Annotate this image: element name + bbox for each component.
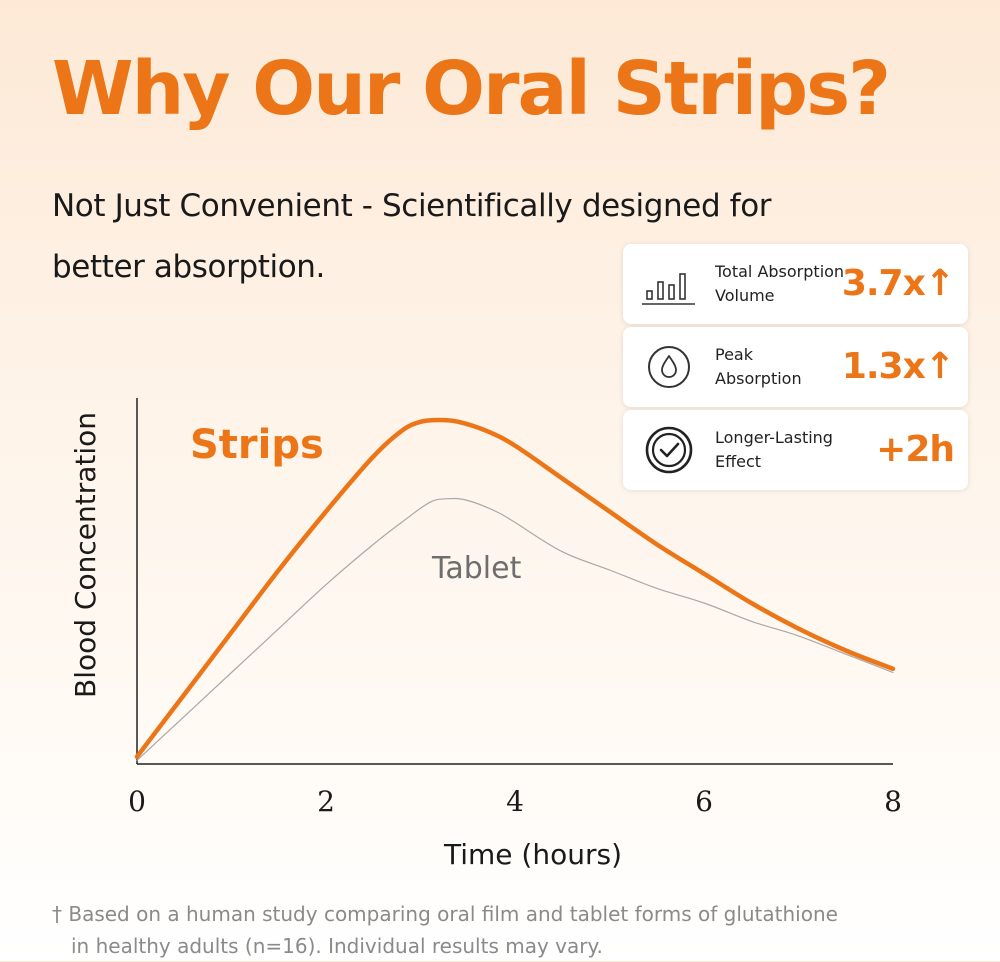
stat-label: Longer-Lasting Effect xyxy=(715,426,855,474)
bar-chart-icon xyxy=(642,273,695,305)
stat-card-longer-lasting: Longer-Lasting Effect +2h xyxy=(623,410,968,490)
footnote: † Based on a human study comparing oral … xyxy=(52,898,952,962)
stat-label-line-1: Peak xyxy=(715,345,753,364)
footnote-line-1: † Based on a human study comparing oral … xyxy=(52,902,838,926)
stat-label: Total Absorption Volume xyxy=(715,260,855,308)
chart-axes xyxy=(136,398,893,765)
series-label-strips: Strips xyxy=(190,422,324,468)
x-tick-label: 4 xyxy=(506,785,524,818)
water-drop-icon xyxy=(648,346,690,388)
x-tick-label: 2 xyxy=(317,785,335,818)
stat-label-line-2: Absorption xyxy=(715,369,802,388)
stat-value: 3.7x↑ xyxy=(841,263,955,304)
series-line-tablet xyxy=(136,497,894,761)
footnote-line-2: in healthy adults (n=16). Individual res… xyxy=(71,934,603,958)
stat-value: 1.3x↑ xyxy=(841,346,955,387)
page-title: Why Our Oral Strips? xyxy=(52,46,891,132)
stat-label-line-1: Longer-Lasting xyxy=(715,428,833,447)
stat-label-line-2: Volume xyxy=(715,286,775,305)
stat-value: +2h xyxy=(876,429,955,470)
subtitle-line-1: Not Just Convenient - Scientifically des… xyxy=(52,188,772,224)
check-circle-icon xyxy=(645,426,693,474)
series-label-tablet: Tablet xyxy=(431,551,522,586)
series-labels: Strips Tablet xyxy=(190,422,522,586)
x-axis-label: Time (hours) xyxy=(443,838,622,871)
subtitle: Not Just Convenient - Scientifically des… xyxy=(52,176,812,298)
x-tick-label: 0 xyxy=(128,785,146,818)
series-line-strips xyxy=(134,417,896,759)
absorption-chart: Blood Concentration 0 2 4 6 8 Strips Tablet T… xyxy=(69,398,902,871)
x-tick-label: 8 xyxy=(884,785,902,818)
x-tick-label: 6 xyxy=(695,785,713,818)
stat-card-peak-absorption: Peak Absorption 1.3x↑ xyxy=(623,327,968,407)
y-axis-label: Blood Concentration xyxy=(69,412,102,698)
stat-label: Peak Absorption xyxy=(715,343,855,391)
subtitle-line-2: better absorption. xyxy=(52,249,325,285)
stat-label-line-2: Effect xyxy=(715,452,762,471)
stat-card-total-absorption: Total Absorption Volume 3.7x↑ xyxy=(623,244,968,324)
chart-lines xyxy=(134,417,896,761)
stat-label-line-1: Total Absorption xyxy=(715,262,845,281)
x-tick-labels: 0 2 4 6 8 xyxy=(128,785,902,818)
